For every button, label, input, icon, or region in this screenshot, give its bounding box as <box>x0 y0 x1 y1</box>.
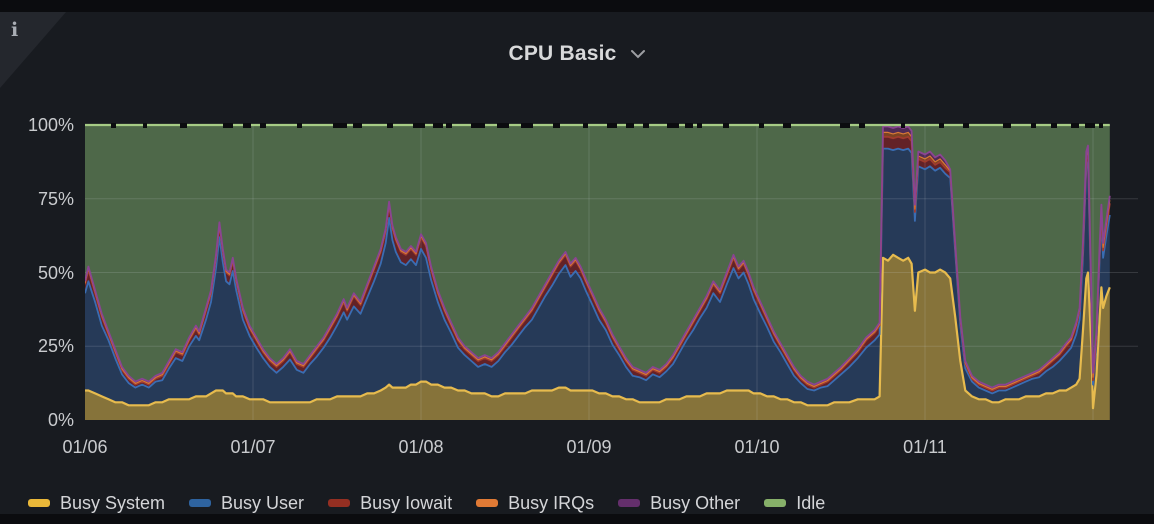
legend-swatch-icon <box>328 499 351 507</box>
legend-label: Idle <box>796 493 826 513</box>
legend-swatch-icon <box>189 499 212 507</box>
panel-title[interactable]: CPU Basic <box>508 42 617 65</box>
legend-label: Busy User <box>221 493 305 513</box>
x-tick-label: 01/11 <box>903 437 947 457</box>
legend-item-busy-irqs[interactable]: Busy IRQs <box>476 494 594 512</box>
y-tick-label: 50% <box>37 262 74 283</box>
legend-swatch-icon <box>476 499 499 507</box>
panel-header[interactable]: CPU Basic <box>0 42 1154 66</box>
cpu-usage-stacked-area-chart[interactable] <box>84 123 1138 420</box>
legend-swatch-icon <box>618 499 641 507</box>
x-tick-label: 01/10 <box>734 437 780 457</box>
legend-swatch-icon <box>764 499 787 507</box>
y-tick-label: 25% <box>37 336 74 357</box>
plot-area[interactable] <box>84 123 1138 420</box>
info-icon[interactable]: i <box>11 19 19 41</box>
y-tick-label: 100% <box>27 115 74 135</box>
y-tick-label: 75% <box>37 188 74 209</box>
legend-label: Busy Iowait <box>360 493 453 513</box>
legend-item-busy-system[interactable]: Busy System <box>28 494 165 512</box>
y-tick-label: 0% <box>47 410 74 430</box>
legend-item-busy-user[interactable]: Busy User <box>189 494 304 512</box>
chevron-down-icon <box>630 50 645 59</box>
cpu-basic-panel: i CPU Basic 100% 75% 50% 25% 0% 01/06 01/07 01… <box>0 12 1154 514</box>
legend-label: Busy IRQs <box>508 493 595 513</box>
panel-info-corner[interactable] <box>0 12 66 88</box>
legend-label: Busy System <box>60 493 166 513</box>
x-tick-label: 01/08 <box>398 437 444 457</box>
x-tick-label: 01/09 <box>566 437 612 457</box>
legend-item-busy-iowait[interactable]: Busy Iowait <box>328 494 452 512</box>
legend-item-busy-other[interactable]: Busy Other <box>618 494 740 512</box>
legend-label: Busy Other <box>650 493 741 513</box>
x-tick-label: 01/06 <box>62 437 108 457</box>
legend: Busy System Busy User Busy Iowait Busy IRQs… <box>28 488 825 518</box>
legend-swatch-icon <box>28 499 50 507</box>
x-tick-label: 01/07 <box>230 437 276 457</box>
legend-item-idle[interactable]: Idle <box>764 494 825 512</box>
